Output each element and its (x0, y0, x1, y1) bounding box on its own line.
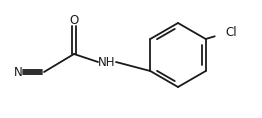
Text: Cl: Cl (226, 27, 237, 40)
Text: O: O (69, 13, 79, 27)
Text: N: N (14, 65, 22, 78)
Text: NH: NH (98, 55, 116, 69)
